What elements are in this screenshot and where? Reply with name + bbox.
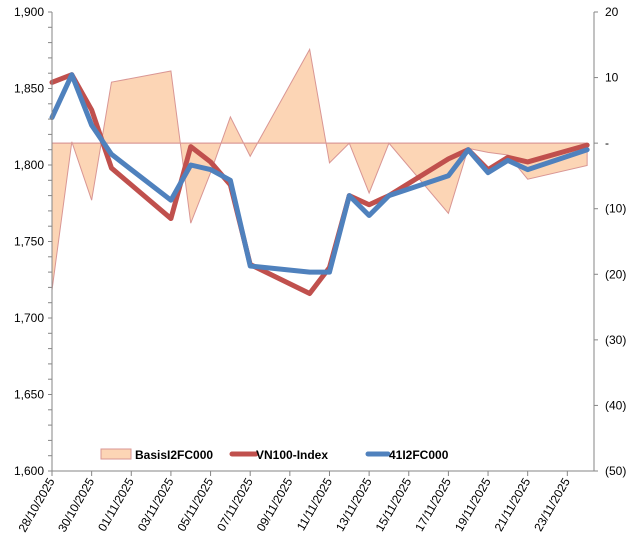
- x-tick-label: 19/11/2025: [452, 475, 494, 534]
- y-tick-label: 1,750: [14, 235, 44, 249]
- legend-label-basis: BasisI2FC000: [135, 448, 213, 462]
- y2-tick-label: (20): [605, 267, 626, 281]
- y2-tick-label: (40): [605, 398, 626, 412]
- y-tick-label: 1,800: [14, 158, 44, 172]
- x-tick-label: 30/10/2025: [55, 475, 97, 534]
- x-tick-label: 11/11/2025: [294, 475, 335, 533]
- y2-tick-label: (50): [605, 464, 626, 478]
- legend-label-41i2fc000: 41I2FC000: [389, 448, 449, 462]
- x-tick-label: 09/11/2025: [254, 475, 296, 534]
- x-tick-label: 17/11/2025: [412, 475, 454, 534]
- y2-tick-label: (10): [605, 202, 626, 216]
- legend: BasisI2FC000 VN100-Index 41I2FC000: [101, 448, 449, 462]
- y-tick-label: 1,700: [14, 311, 44, 325]
- y-tick-label: 1,650: [14, 388, 44, 402]
- y2-tick-label: 20: [605, 5, 619, 19]
- x-tick-label: 23/11/2025: [531, 475, 573, 534]
- x-tick-label: 13/11/2025: [333, 475, 375, 534]
- x-tick-label: 07/11/2025: [214, 475, 256, 534]
- legend-label-vn100: VN100-Index: [256, 448, 328, 462]
- y2-tick-label: 10: [605, 71, 619, 85]
- x-tick-label: 01/11/2025: [95, 475, 137, 534]
- y2-tick-label: (30): [605, 333, 626, 347]
- x-tick-label: 05/11/2025: [174, 475, 216, 534]
- x-tick-label: 28/10/2025: [15, 475, 57, 534]
- y-tick-label: 1,850: [14, 82, 44, 96]
- x-tick-label: 03/11/2025: [135, 475, 177, 534]
- y-tick-label: 1,600: [14, 464, 44, 478]
- legend-swatch-basis: [101, 449, 131, 459]
- y2-tick-label: -: [605, 136, 609, 150]
- y-tick-label: 1,900: [14, 5, 44, 19]
- x-tick-label: 21/11/2025: [492, 475, 534, 534]
- x-tick-label: 15/11/2025: [373, 475, 415, 534]
